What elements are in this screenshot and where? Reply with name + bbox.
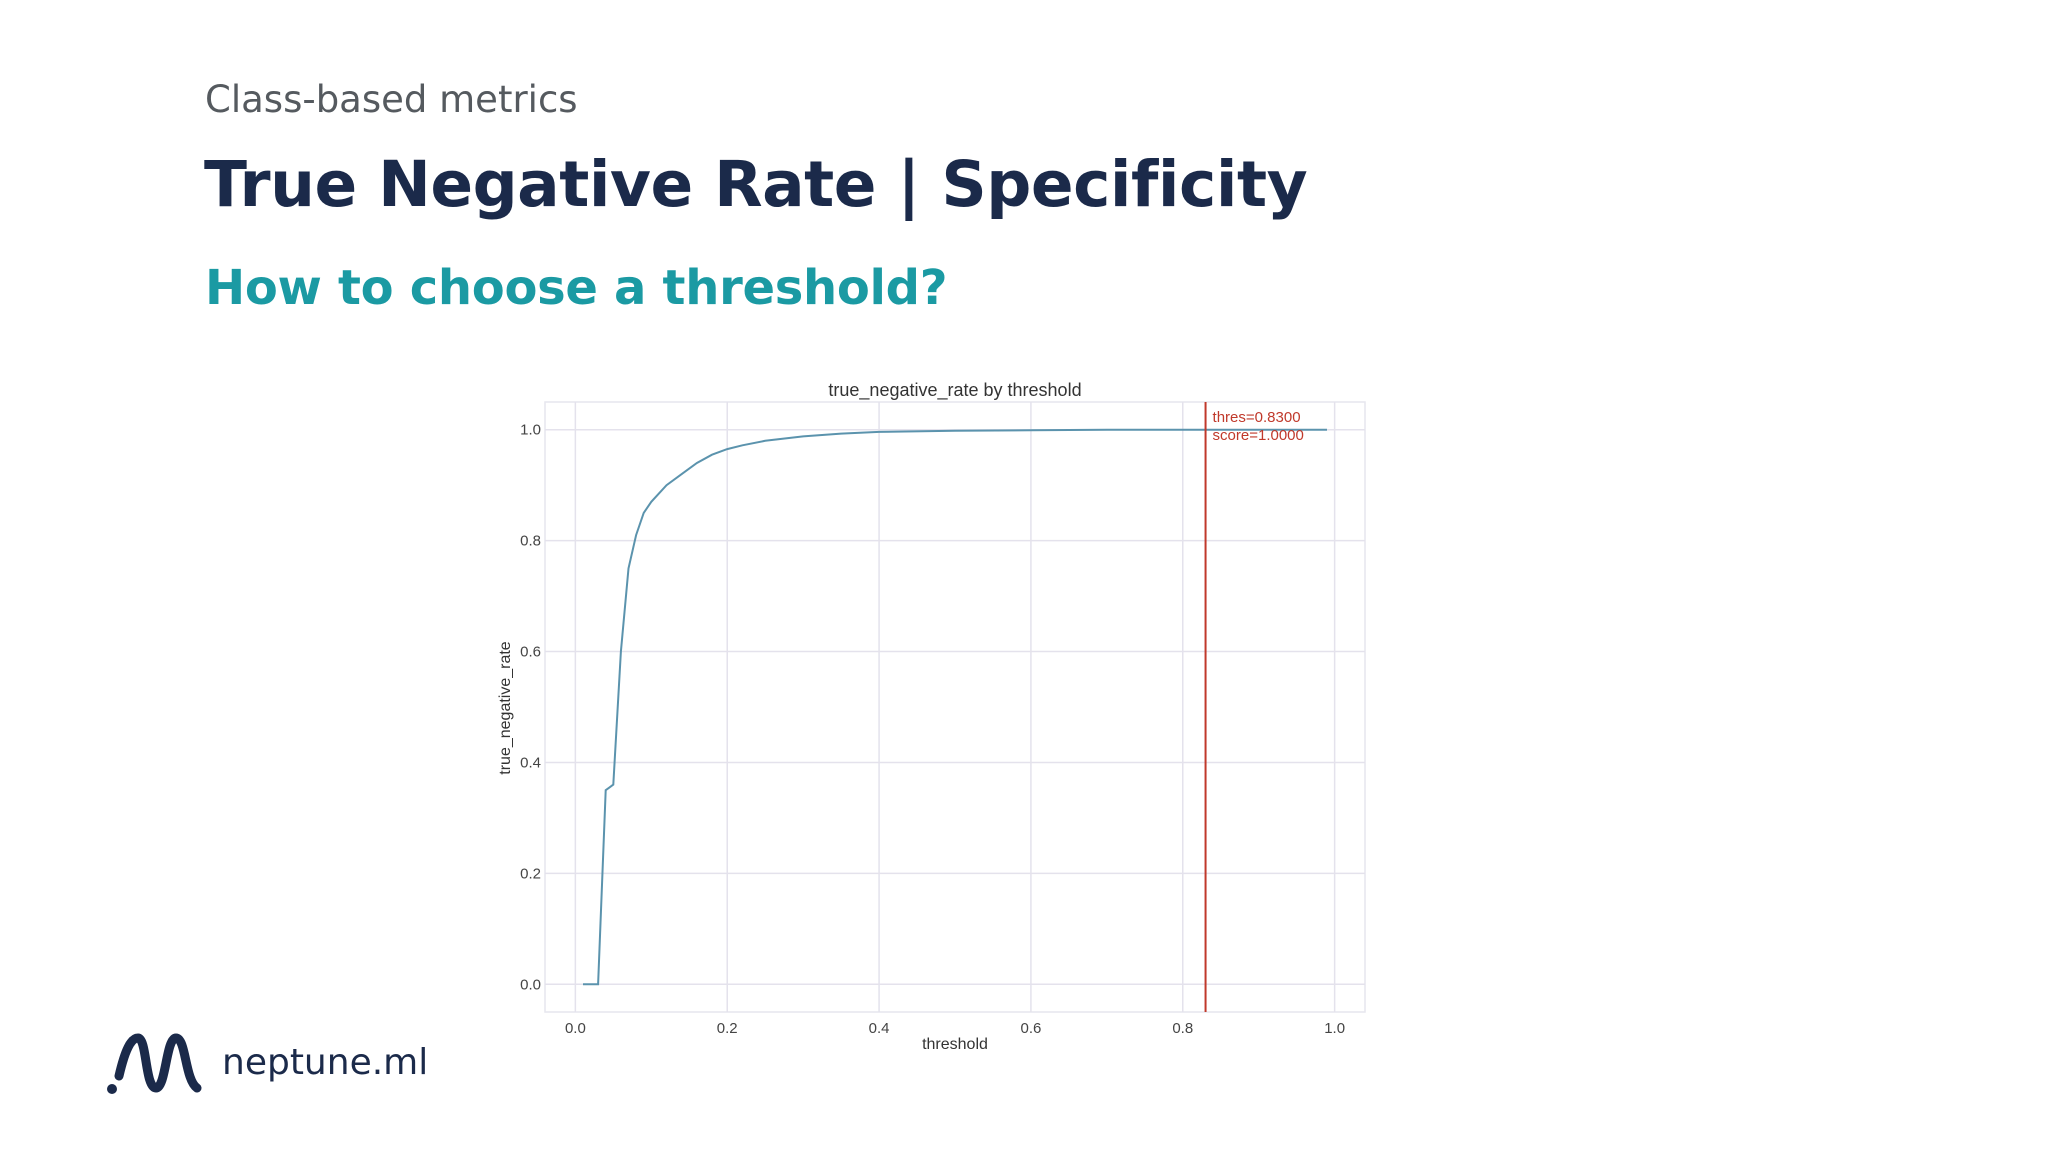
score-annotation-label: score=1.0000 — [1213, 427, 1304, 444]
y-tick-label: 0.6 — [520, 644, 541, 661]
y-axis-label: true_negative_rate — [497, 641, 514, 775]
series-line-true-negative-rate — [583, 428, 1327, 986]
neptune-wave-icon — [107, 1033, 202, 1094]
threshold-annotation-label: thres=0.8300 — [1213, 409, 1301, 426]
slide-title: True Negative Rate | Specificity — [204, 148, 1308, 221]
logo-text: neptune.ml — [222, 1042, 429, 1083]
chart-title: true_negative_rate by threshold — [828, 380, 1081, 401]
neptune-logo: neptune.ml — [105, 1030, 428, 1100]
chart-grid — [545, 402, 1365, 1012]
y-tick-label: 0.8 — [520, 533, 541, 550]
y-tick-label: 1.0 — [520, 422, 541, 439]
x-tick-label: 0.2 — [717, 1020, 738, 1037]
x-tick-label: 0.8 — [1172, 1020, 1193, 1037]
x-tick-label: 0.6 — [1020, 1020, 1041, 1037]
plot-area — [544, 401, 1366, 1013]
slide-subtitle: How to choose a threshold? — [205, 260, 948, 316]
x-axis-label: threshold — [922, 1036, 988, 1053]
x-tick-label: 0.0 — [565, 1020, 586, 1037]
slide-kicker: Class-based metrics — [205, 78, 578, 121]
y-tick-label: 0.4 — [520, 754, 541, 771]
y-tick-label: 0.0 — [520, 976, 541, 993]
x-tick-label: 1.0 — [1324, 1020, 1345, 1037]
x-tick-label: 0.4 — [869, 1020, 890, 1037]
y-tick-label: 0.2 — [520, 865, 541, 882]
chart-ticks: 0.0 0.2 0.4 0.6 0.8 1.0 0.0 0.2 0.4 0.6 0.8 1.0 — [520, 422, 1345, 1037]
